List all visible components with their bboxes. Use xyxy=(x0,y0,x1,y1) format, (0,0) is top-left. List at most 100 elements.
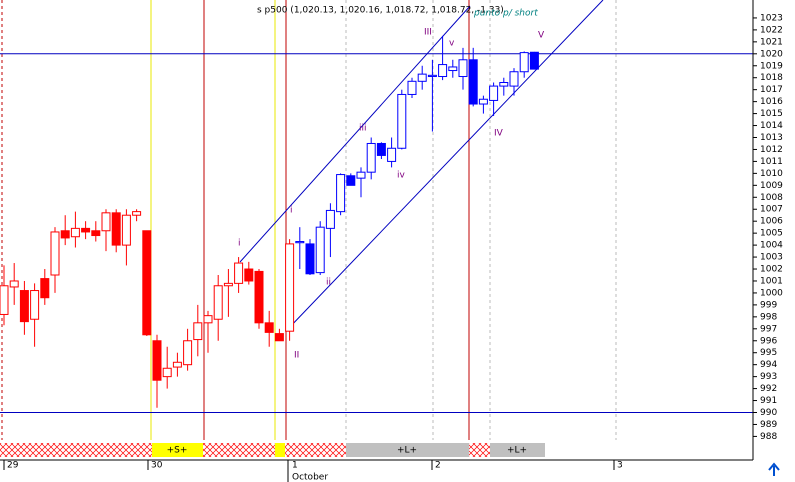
candle-body xyxy=(499,82,509,87)
candle-body xyxy=(295,241,305,244)
y-tick-label: 1009 xyxy=(760,181,783,191)
horizontal-levels xyxy=(0,53,753,413)
candle-body xyxy=(81,227,91,233)
candles xyxy=(0,35,539,408)
candle-body xyxy=(356,171,366,179)
candle-body xyxy=(9,280,19,288)
candle-body xyxy=(427,74,437,78)
annotation: iii xyxy=(359,124,367,134)
x-tick-label: 29 xyxy=(7,461,19,471)
candle-body xyxy=(478,98,488,105)
session-label: +L+ xyxy=(397,446,417,456)
candle-body xyxy=(529,51,539,70)
y-tick-label: 1021 xyxy=(760,37,783,47)
y-tick-label: 1001 xyxy=(760,276,783,286)
candle-body xyxy=(70,227,80,238)
candle-body xyxy=(438,64,448,78)
annotation: v xyxy=(449,39,455,49)
y-tick-label: 998 xyxy=(760,312,777,322)
y-tick-label: 1015 xyxy=(760,109,783,119)
y-tick-label: 993 xyxy=(760,372,777,382)
candle-body xyxy=(305,243,315,275)
candle-body xyxy=(264,322,274,333)
candle-body xyxy=(60,230,70,239)
candle-body xyxy=(254,270,264,324)
chart-title: s p500 (1,020.13, 1,020.16, 1,018.72, 1,… xyxy=(257,6,504,16)
annotation: i xyxy=(290,206,293,216)
candle-body xyxy=(30,290,40,320)
channel xyxy=(239,0,604,331)
y-tick-label: 999 xyxy=(760,300,777,310)
candle-body xyxy=(285,243,295,332)
annotation: iv xyxy=(397,171,406,181)
y-tick-label: 1016 xyxy=(760,97,783,107)
candle-body xyxy=(203,315,213,324)
y-tick-label: 1018 xyxy=(760,73,783,83)
y-tick-label: 991 xyxy=(760,396,777,406)
candle-body xyxy=(111,212,121,246)
y-tick-label: 995 xyxy=(760,348,777,358)
candle-body xyxy=(121,214,131,246)
candle-body xyxy=(376,142,386,156)
y-tick-label: 1019 xyxy=(760,61,783,71)
candle-body xyxy=(193,322,203,341)
candle-body xyxy=(91,230,101,237)
y-tick-label: 1022 xyxy=(760,25,783,35)
y-tick-label: 1012 xyxy=(760,145,783,155)
candle-body xyxy=(387,147,397,162)
y-tick-label: 988 xyxy=(760,432,777,442)
candle-body xyxy=(336,174,346,213)
y-tick-label: 1011 xyxy=(760,157,783,167)
candle-body xyxy=(274,333,284,342)
candle-body xyxy=(509,71,519,87)
annotation: II xyxy=(294,351,299,361)
candle-body xyxy=(458,59,468,78)
annotation: ii xyxy=(326,278,331,288)
y-tick-label: 1008 xyxy=(760,193,783,203)
candle-body xyxy=(325,209,335,229)
x-tick-label: 3 xyxy=(617,461,623,471)
candle-body xyxy=(213,285,223,320)
candle-body xyxy=(417,73,427,82)
y-tick-label: 992 xyxy=(760,384,777,394)
x-tick-label: 2 xyxy=(435,461,441,471)
candle-body xyxy=(489,85,499,101)
y-tick-label: 1000 xyxy=(760,288,783,298)
x-axis-labels: 29 30 1 2 3 October xyxy=(3,460,623,482)
annotation: IV xyxy=(494,129,504,139)
y-tick-label: 990 xyxy=(760,408,777,418)
scroll-arrow[interactable] xyxy=(768,462,780,476)
candle-body xyxy=(244,268,254,282)
candle-body xyxy=(172,361,182,368)
y-tick-label: 1017 xyxy=(760,85,783,95)
y-axis-ticks: 988 989 990 991 992 993 994 995 996 997 998 999 1000… xyxy=(753,13,783,442)
y-tick-label: 989 xyxy=(760,420,777,430)
candle-body xyxy=(397,93,407,149)
x-tick-label: 1 xyxy=(292,461,298,471)
candle-body xyxy=(183,340,193,366)
candle-body xyxy=(152,340,162,381)
candle-body xyxy=(132,211,142,216)
candle-body xyxy=(448,66,458,72)
candle-body xyxy=(0,285,9,315)
y-tick-label: 1010 xyxy=(760,169,783,179)
candle-body xyxy=(19,290,29,323)
y-tick-label: 996 xyxy=(760,336,777,346)
y-tick-label: 1002 xyxy=(760,265,783,275)
y-tick-label: 1004 xyxy=(760,241,783,251)
candle-body xyxy=(519,52,529,73)
annotation: V xyxy=(538,31,545,41)
month-label: October xyxy=(292,473,328,482)
y-tick-label: 1023 xyxy=(760,13,783,23)
x-tick-label: 30 xyxy=(151,461,163,471)
candle-body xyxy=(315,226,325,274)
y-tick-label: 1003 xyxy=(760,253,783,263)
session-label: +S+ xyxy=(167,446,188,456)
candle-body xyxy=(366,142,376,173)
candle-body xyxy=(101,212,111,232)
y-tick-label: 1007 xyxy=(760,205,783,215)
candle-body xyxy=(468,59,478,105)
annotation: punto p/ short xyxy=(473,9,538,19)
annotation: i xyxy=(238,239,241,249)
